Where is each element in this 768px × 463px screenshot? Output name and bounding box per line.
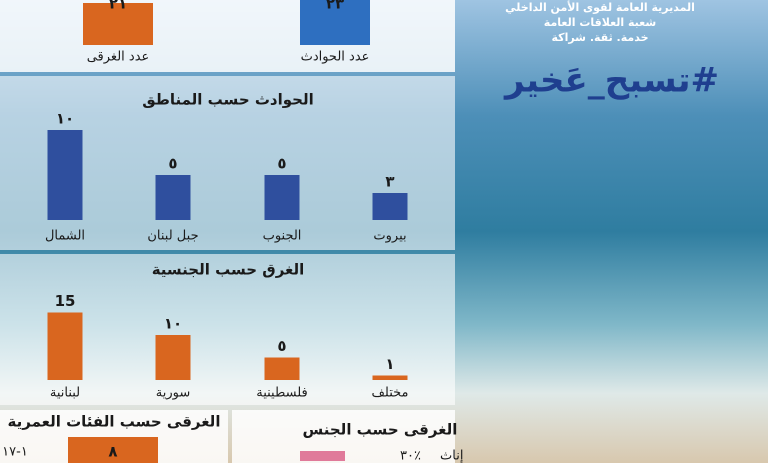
bar [68, 437, 158, 463]
bar [264, 357, 300, 380]
bar [155, 335, 191, 380]
value-label: ٥ [168, 155, 177, 173]
panel [0, 0, 455, 72]
value-label: ٢١ [109, 0, 127, 13]
value-label: ١٠ [164, 315, 182, 333]
bar [83, 3, 153, 45]
bar [300, 451, 345, 461]
bar [47, 130, 83, 220]
category-label: سورية [156, 386, 190, 401]
category-label: الجنوب [263, 229, 302, 244]
bar [264, 175, 300, 220]
bar [47, 312, 83, 380]
bar [372, 375, 408, 380]
hashtag: #تسبح_عَخير [503, 61, 719, 101]
category-label: جبل لبنان [147, 229, 198, 244]
value-label: 15 [55, 292, 76, 310]
category-label: الشمال [45, 229, 85, 244]
category-label: إناث [440, 449, 463, 463]
value-label: ١ [385, 355, 394, 373]
category-label: فلسطينية [256, 386, 308, 401]
value-label: ٥ [277, 155, 286, 173]
category-label: عدد الحوادث [301, 50, 370, 65]
header-line: المديرية العامة لقوى الأمن الداخلي [505, 0, 695, 14]
category-label: مختلف [371, 386, 408, 401]
chart-title: الغرقى حسب الجنس [303, 421, 458, 439]
chart-title: الغرقى حسب الفئات العمرية [8, 413, 221, 431]
chart-title: الغرق حسب الجنسية [152, 261, 305, 279]
bar [155, 175, 191, 220]
category-label: لبنانية [50, 386, 80, 401]
category-label: ١-١٧ [2, 445, 28, 460]
header-line: خدمة. ثقة. شراكة [552, 31, 649, 44]
category-label: بيروت [373, 229, 406, 244]
chart-title: الحوادث حسب المناطق [142, 91, 314, 109]
value-label: ٣ [385, 173, 394, 191]
value-label: ٣٠٪ [400, 449, 421, 463]
bar [372, 193, 408, 220]
value-label: ٥ [277, 337, 286, 355]
bar [300, 0, 370, 45]
header-line: شعبة العلاقات العامة [544, 16, 656, 29]
value-label: ١٠ [56, 110, 74, 128]
category-label: عدد الغرقى [87, 50, 150, 65]
value-label: ٨ [108, 443, 117, 461]
value-label: ٢٣ [326, 0, 344, 13]
